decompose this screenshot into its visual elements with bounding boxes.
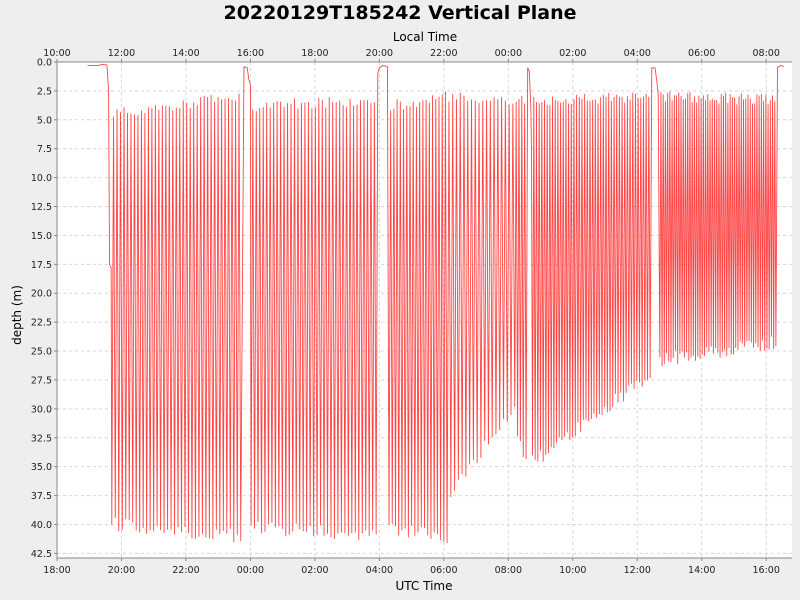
y-tick-label: 25.0 <box>31 347 52 358</box>
y-tick-label: 2.5 <box>37 86 52 97</box>
utc-time-axis-title: UTC Time <box>396 579 453 593</box>
y-tick-label: 15.0 <box>31 231 52 242</box>
utc-tick-label: 06:00 <box>430 565 457 576</box>
local-tick-label: 08:00 <box>753 48 780 59</box>
y-tick-label: 32.5 <box>31 433 52 444</box>
local-tick-label: 02:00 <box>559 48 586 59</box>
utc-tick-label: 02:00 <box>301 565 328 576</box>
y-tick-label: 40.0 <box>31 520 52 531</box>
local-tick-label: 00:00 <box>495 48 522 59</box>
y-tick-label: 27.5 <box>31 375 52 386</box>
utc-tick-label: 22:00 <box>172 565 199 576</box>
local-tick-label: 06:00 <box>688 48 715 59</box>
utc-tick-label: 10:00 <box>559 565 586 576</box>
y-tick-label: 22.5 <box>31 318 52 329</box>
y-tick-label: 37.5 <box>31 491 52 502</box>
depth-line <box>87 63 785 544</box>
y-tick-label: 12.5 <box>31 202 52 213</box>
y-tick-label: 5.0 <box>37 115 52 126</box>
y-tick-label: 20.0 <box>31 289 52 300</box>
y-tick-label: 42.5 <box>31 549 52 560</box>
y-tick-label: 10.0 <box>31 173 52 184</box>
y-tick-label: 30.0 <box>31 404 52 415</box>
utc-tick-label: 14:00 <box>688 565 715 576</box>
axes: 0.0 2.5 5.0 7.5 10.0 12.5 15.0 17.5 20.0 22.5 25.0… <box>31 48 792 576</box>
y-tick-label: 35.0 <box>31 462 52 473</box>
local-tick-label: 16:00 <box>237 48 264 59</box>
utc-tick-label: 12:00 <box>624 565 651 576</box>
utc-tick-label: 08:00 <box>495 565 522 576</box>
y-axis-title: depth (m) <box>10 285 24 345</box>
depth-series <box>87 63 785 544</box>
local-tick-label: 14:00 <box>172 48 199 59</box>
y-tick-label: 0.0 <box>37 58 52 69</box>
local-tick-label: 22:00 <box>430 48 457 59</box>
local-time-axis-title: Local Time <box>393 30 457 44</box>
utc-tick-label: 00:00 <box>237 565 264 576</box>
y-tick-label: 7.5 <box>37 144 52 155</box>
chart-title: 20220129T185242 Vertical Plane <box>223 2 576 24</box>
local-tick-label: 12:00 <box>108 48 135 59</box>
utc-tick-label: 16:00 <box>753 565 780 576</box>
local-tick-label: 20:00 <box>366 48 393 59</box>
local-tick-label: 10:00 <box>43 48 70 59</box>
utc-tick-label: 20:00 <box>108 565 135 576</box>
local-tick-label: 18:00 <box>301 48 328 59</box>
utc-tick-label: 04:00 <box>366 565 393 576</box>
y-tick-label: 17.5 <box>31 260 52 271</box>
utc-tick-label: 18:00 <box>43 565 70 576</box>
local-tick-label: 04:00 <box>624 48 651 59</box>
